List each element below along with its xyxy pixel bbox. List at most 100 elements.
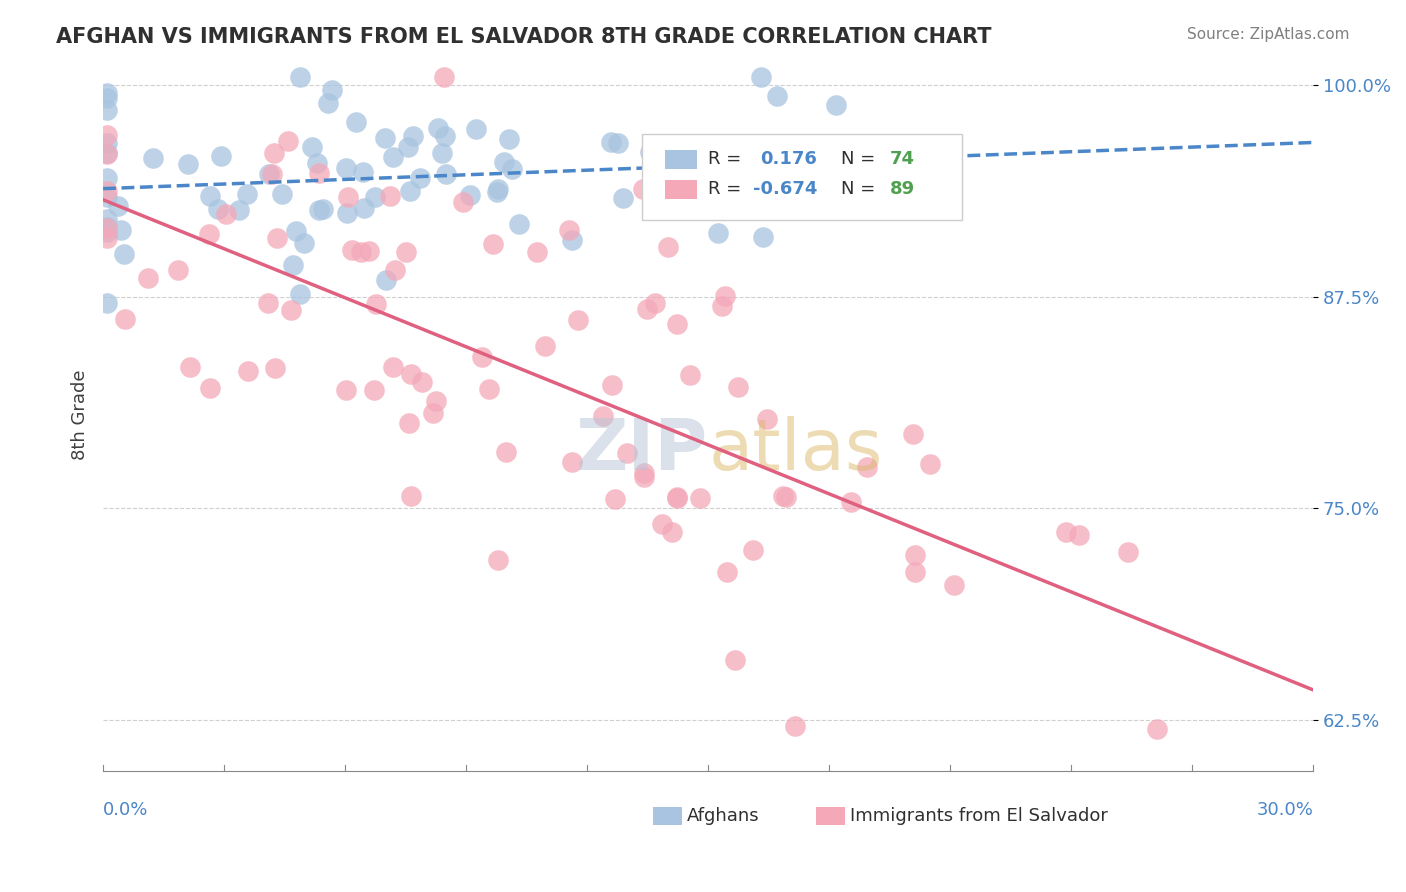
Point [534,339,557,353]
Point [292,236,315,251]
Point [451,195,474,210]
Point [281,258,304,272]
Point [749,70,772,84]
Point [661,524,683,539]
Point [350,245,373,260]
Point [638,145,661,159]
Point [636,301,658,316]
Point [600,135,623,149]
Text: 0.0%: 0.0% [103,801,149,819]
Point [478,382,501,396]
FancyBboxPatch shape [815,807,845,824]
Point [96,91,118,105]
Point [337,190,360,204]
Point [96,87,118,101]
Point [395,244,418,259]
Point [707,227,730,241]
Text: 30.0%: 30.0% [1257,801,1313,819]
Point [166,263,188,277]
Point [716,565,738,579]
Point [839,495,862,509]
Point [824,97,846,112]
Point [766,89,789,103]
Point [434,167,457,181]
Point [301,140,323,154]
Point [607,136,630,150]
Point [679,368,702,383]
Point [264,360,287,375]
Point [485,186,508,200]
Point [277,135,299,149]
Text: Source: ZipAtlas.com: Source: ZipAtlas.com [1187,27,1350,42]
Point [316,96,339,111]
Point [751,229,773,244]
Point [288,70,311,84]
Text: Afghans: Afghans [686,807,759,825]
Text: 74: 74 [890,150,915,168]
Point [855,459,877,474]
Point [482,236,505,251]
Point [266,231,288,245]
Point [284,224,307,238]
Text: Immigrants from El Salvador: Immigrants from El Salvador [849,807,1108,825]
Point [723,653,745,667]
Point [600,377,623,392]
Point [422,406,444,420]
Point [710,300,733,314]
Point [558,223,581,237]
Point [411,375,433,389]
Point [464,122,486,136]
Point [197,227,219,241]
Point [280,303,302,318]
Point [340,243,363,257]
Point [257,167,280,181]
Text: R =: R = [709,150,741,168]
Point [494,154,516,169]
Point [904,548,927,562]
Point [96,296,118,310]
Point [942,578,965,592]
Point [398,184,420,198]
Point [401,367,423,381]
Point [344,114,367,128]
Point [305,156,328,170]
Point [235,187,257,202]
Point [321,83,343,97]
Point [96,145,118,160]
Point [742,542,765,557]
Point [427,121,450,136]
Point [336,205,359,219]
Point [214,207,236,221]
Point [567,312,589,326]
Point [308,203,330,218]
Point [616,446,638,460]
Point [873,195,896,210]
Point [136,271,159,285]
Text: N =: N = [841,180,876,198]
Point [110,223,132,237]
FancyBboxPatch shape [652,807,682,824]
Point [772,489,794,503]
Point [398,416,420,430]
Point [1105,789,1128,803]
Point [561,455,583,469]
Point [96,212,118,227]
Point [96,190,118,204]
Text: 0.176: 0.176 [761,150,817,168]
Point [207,202,229,217]
Text: 89: 89 [890,180,915,198]
Point [271,186,294,201]
Point [460,188,482,202]
Point [433,70,456,84]
Point [495,445,517,459]
Point [263,145,285,160]
Point [434,129,457,144]
Point [714,288,737,302]
Point [141,152,163,166]
Point [399,489,422,503]
Point [290,287,312,301]
Point [96,221,118,235]
Point [363,383,385,397]
Point [359,244,381,258]
Point [375,273,398,287]
